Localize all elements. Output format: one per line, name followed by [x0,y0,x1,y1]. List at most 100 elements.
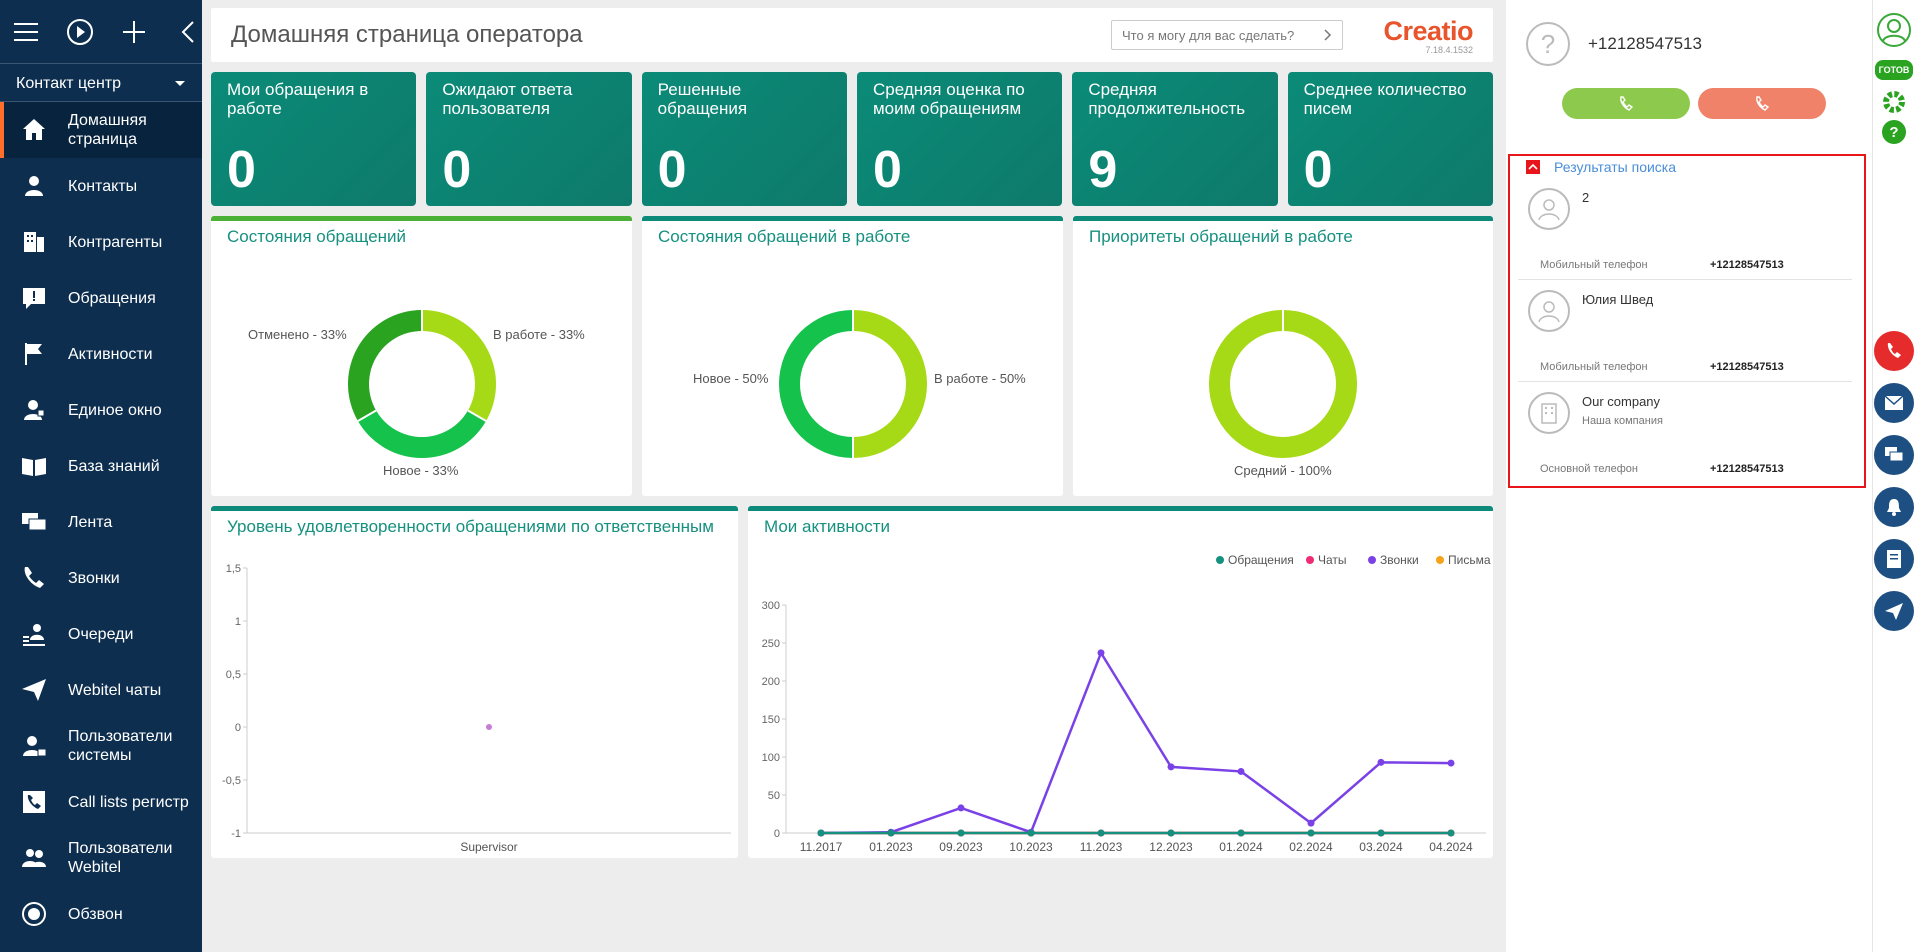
series-point[interactable] [1377,829,1385,837]
donut-slice-in-progress[interactable] [853,310,927,458]
help-icon[interactable]: ? [1881,119,1907,145]
series-point[interactable] [1167,829,1175,837]
series-point[interactable] [1447,759,1455,767]
search-result-item[interactable]: Our company Наша компания Основной телеф… [1518,382,1852,484]
donut-slice-medium[interactable] [1209,310,1357,458]
series-point[interactable] [957,804,965,812]
svg-text:?: ? [1889,124,1898,141]
chat-channel-button[interactable] [1874,435,1914,475]
legend-label[interactable]: Обращения [1228,553,1294,567]
search-result-item[interactable]: Юлия Швед Мобильный телефон +12128547513 [1518,280,1852,382]
sidebar-item[interactable]: Webitel чаты [0,662,202,718]
sidebar-item[interactable]: Call lists регистр [0,774,202,830]
email-channel-button[interactable] [1874,383,1914,423]
sidebar-item[interactable]: Обращения [0,270,202,326]
play-icon[interactable] [66,18,94,46]
collapse-toggle-icon[interactable] [1526,160,1540,174]
legend-label[interactable]: Чаты [1318,553,1347,567]
sidebar-item[interactable]: Домашняя страница [0,102,202,158]
sidebar-item[interactable]: Активности [0,326,202,382]
legend-label[interactable]: Письма [1448,553,1491,567]
series-point[interactable] [1237,767,1245,775]
result-name[interactable]: Our company [1582,394,1661,409]
kpi-tile[interactable]: Мои обращения в работе 0 [211,72,417,206]
donut-slice-in-progress[interactable] [422,310,497,421]
kpi-title: Мои обращения в работе [227,80,369,118]
series-point[interactable] [1237,829,1245,837]
sidebar-item[interactable]: Единое окно [0,382,202,438]
card-title: Мои активности [764,517,891,536]
menu-icon[interactable] [12,18,40,46]
search-result-item[interactable]: 2 Мобильный телефон +12128547513 [1518,178,1852,280]
hangup-button[interactable] [1698,88,1826,119]
caller-phone: +12128547513 [1588,34,1702,53]
sidebar-item[interactable]: Очереди [0,606,202,662]
send-button[interactable] [1874,591,1914,631]
series-line[interactable] [820,650,1452,835]
result-name[interactable]: 2 [1582,190,1590,205]
collapse-icon[interactable] [174,18,202,46]
sidebar-item[interactable]: Лента [0,494,202,550]
series-point[interactable] [1307,829,1315,837]
kpi-tile[interactable]: Среднее количество писем 0 [1287,72,1493,206]
x-tick-label: 02.2024 [1289,840,1333,854]
series-point[interactable] [887,829,895,837]
gear-icon[interactable] [1880,88,1908,116]
person-icon [20,172,48,200]
activities-card: Мои активности 300 250 200 150 100 50 0 11.2017… [748,506,1493,858]
series-point[interactable] [817,829,825,837]
sidebar-item-label: Очереди [68,625,134,643]
series-point[interactable] [1097,649,1105,657]
result-phone-value[interactable]: +12128547513 [1710,259,1784,271]
user-avatar-icon[interactable] [1876,12,1912,48]
assistant-input[interactable]: Что я могу для вас сделать? [1111,20,1343,50]
legend-label[interactable]: Звонки [1380,553,1419,567]
sidebar-item[interactable]: Контрагенты [0,214,202,270]
phone-channel-button[interactable] [1874,331,1914,371]
sidebar-item[interactable]: База знаний [0,438,202,494]
workplace-select[interactable]: Контакт центр [0,66,202,102]
chevron-right-icon [1324,29,1332,41]
tasks-button[interactable] [1874,539,1914,579]
donut-slice-new[interactable] [779,310,853,458]
kpi-tile[interactable]: Средняя оценка по моим обращениям 0 [856,72,1063,206]
search-results-header[interactable]: Результаты поиска [1510,156,1864,178]
bell-icon [1887,499,1901,516]
y-tick-label: 100 [762,752,780,764]
legend-marker [1368,556,1376,564]
series-point[interactable] [1027,829,1035,837]
donut-slice-cancelled[interactable] [347,310,422,421]
status-badge[interactable]: ГОТОВ [1875,60,1913,80]
result-name[interactable]: Юлия Швед [1582,292,1654,307]
search-results: Результаты поиска 2 Мобильный телефон +1… [1508,154,1866,488]
sidebar-item[interactable]: Пользователи системы [0,718,202,774]
donut-slice-new[interactable] [357,410,487,459]
sidebar-item[interactable]: Обзвон [0,886,202,942]
queue-icon [20,620,48,648]
answer-button[interactable] [1562,88,1690,119]
y-tick-label: 200 [762,676,780,688]
sidebar-item[interactable]: Контакты [0,158,202,214]
y-tick-label: 50 [768,790,780,802]
sidebar-item[interactable]: Пользователи Webitel [0,830,202,886]
kpi-tile[interactable]: Ожидают ответа пользователя 0 [426,72,632,206]
result-phone-value[interactable]: +12128547513 [1710,463,1784,475]
series-point[interactable] [957,829,965,837]
sidebar-item[interactable]: Звонки [0,550,202,606]
series-point[interactable] [1097,829,1105,837]
case-priorities-card: Приоритеты обращений в работе Средний - … [1073,216,1493,496]
x-tick-label: 09.2023 [939,840,983,854]
result-phone-value[interactable]: +12128547513 [1710,361,1784,373]
series-point[interactable] [1307,819,1315,827]
notifications-button[interactable] [1874,487,1914,527]
account-icon [1541,403,1557,424]
kpi-tile[interactable]: Решенные обращения 0 [641,72,847,206]
kpi-tile[interactable]: Средняя продолжительность 9 [1072,72,1278,206]
envelope-icon [1884,395,1904,410]
plus-icon[interactable] [120,18,148,46]
scatter-point[interactable] [486,724,492,730]
series-point[interactable] [1167,763,1175,771]
y-tick-label: -1 [231,828,241,840]
series-point[interactable] [1447,829,1455,837]
series-point[interactable] [1377,758,1385,766]
